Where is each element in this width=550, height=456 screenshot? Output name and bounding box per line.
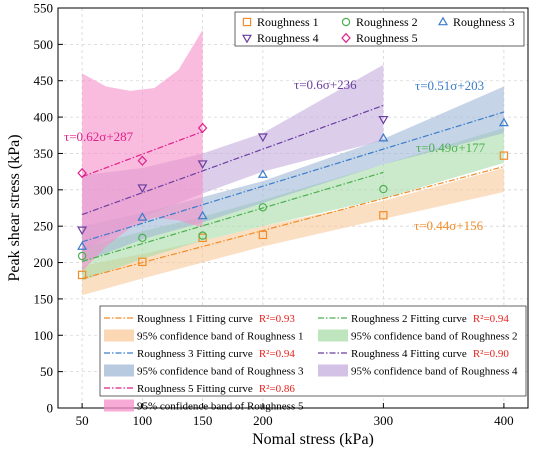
y-tick-label: 300 [34,182,54,197]
plot-frame [57,7,529,409]
legend-marker-roughness-2 [341,17,351,27]
data-point-roughness-1 [138,257,147,267]
legend-band-swatch-roughness-3 [104,364,134,377]
data-point-roughness-1 [77,270,87,280]
data-point-roughness-3 [498,117,509,127]
legend-band-swatch-roughness-1 [104,329,134,342]
data-point-roughness-1 [499,151,509,160]
y-tick-label: 550 [34,1,54,16]
legend-marker-roughness-4 [241,34,253,44]
data-point-roughness-3 [257,169,268,178]
x-tick-label: 150 [193,413,213,428]
legend-band-label-roughness-1: 95% confidence band of Roughness 1 [137,331,304,343]
y-tick-label: 250 [34,219,54,234]
data-point-roughness-3 [197,210,208,220]
legend-fit-label-roughness-2: Roughness 2 Fitting curve [351,313,467,325]
confidence-band-roughness-2 [82,128,504,281]
y-tick-label: 0 [47,401,54,416]
legend-band-label-roughness-2: 95% confidence band of Roughness 2 [351,331,518,343]
x-tick-label: 400 [494,413,514,428]
axes: 0 50 100 150 200 250 300 350 400 450 500 550 50 100 15… [34,1,529,428]
data-point-roughness-4 [257,133,268,143]
legend-marker-roughness-3 [437,16,449,26]
equation-roughness-4: τ=0.6σ+236 [294,77,357,92]
data-point-roughness-2 [258,203,268,212]
legend-fit-label-roughness-5: Roughness 5 Fitting curve [137,383,253,395]
legend-marker-roughness-1 [242,17,252,27]
data-point-roughness-4 [197,160,208,169]
legend-label-roughness-4: Roughness 4 [257,31,319,45]
data-point-roughness-4 [77,226,88,236]
legend-band-swatch-roughness-4 [318,364,348,377]
legend-band-label-roughness-4: 95% confidence band of Roughness 4 [351,366,518,378]
data-point-roughness-3 [77,241,88,250]
fitting-curve-roughness-2 [81,171,384,263]
legend-band-swatch-roughness-2 [318,329,348,342]
data-point-roughness-5 [197,122,208,134]
y-tick-label: 400 [34,110,54,125]
x-tick-label: 50 [76,413,89,428]
data-point-roughness-2 [138,233,147,243]
legend-fit-label-roughness-3: Roughness 3 Fitting curve [137,348,253,360]
data-point-roughness-1 [258,230,268,240]
x-tick-label: 300 [374,413,394,428]
data-point-roughness-4 [378,115,389,125]
legend-top: Roughness 1 Roughness 2 Roughness 3 Roughne… [234,11,525,47]
y-tick-label: 150 [34,291,54,306]
data-point-roughness-3 [137,212,148,221]
confidence-band-roughness-5 [82,29,203,272]
data-point-roughness-1 [198,233,207,243]
equation-roughness-2: τ=0.49σ+177 [416,140,486,155]
legend-marker-roughness-5 [341,32,351,44]
legend-band-swatch-roughness-5 [104,399,134,412]
legend-bottom: Roughness 1 Fitting curve R²=0.93 95% conf… [99,305,527,413]
x-axis-label: Nomal stress (kPa) [252,431,374,448]
y-tick-label: 50 [40,364,53,379]
data-point-roughness-3 [378,132,389,142]
y-tick-label: 100 [34,328,54,343]
equation-annotations: τ=0.44σ+156 τ=0.49σ+177 τ=0.51σ+203 τ=0.6σ+… [64,77,486,233]
legend-label-roughness-3: Roughness 3 [453,15,515,29]
data-point-roughness-5 [77,167,87,179]
x-tick-label: 200 [253,413,273,428]
confidence-band-roughness-1 [82,168,504,296]
data-point-roughness-1 [379,211,388,220]
y-tick-label: 350 [34,146,54,161]
y-tick-label: 500 [34,37,54,52]
legend-label-roughness-5: Roughness 5 [356,31,418,45]
legend-band-label-roughness-5: 95% confidence band of Roughness 5 [137,401,304,413]
fitting-curve-roughness-3 [81,111,505,243]
y-axis-label: Peak shear stress (kPa) [6,134,23,281]
data-point-roughness-2 [379,184,388,194]
legend-fit-label-roughness-4: Roughness 4 Fitting curve [351,348,467,360]
data-point-roughness-2 [198,231,207,240]
data-points [77,115,509,280]
fitting-curve-roughness-1 [81,165,505,280]
data-point-roughness-4 [137,184,148,193]
y-tick-label: 200 [34,255,54,270]
legend-bottom-box [99,305,527,397]
legend-r2-roughness-5: R²=0.86 [259,383,296,395]
legend-r2-roughness-2: R²=0.94 [473,313,510,325]
legend-r2-roughness-4: R²=0.90 [473,348,510,360]
legend-band-label-roughness-3: 95% confidence band of Roughness 3 [137,366,304,378]
fitting-curve-roughness-5 [81,131,203,178]
legend-label-roughness-1: Roughness 1 [257,15,319,29]
equation-roughness-3: τ=0.51σ+203 [415,78,484,93]
legend-r2-roughness-3: R²=0.94 [259,348,296,360]
legend-fit-label-roughness-1: Roughness 1 Fitting curve [137,313,253,325]
confidence-bands [82,29,504,296]
data-point-roughness-2 [77,251,87,261]
equation-roughness-5: τ=0.62σ+287 [64,129,134,144]
equation-roughness-1: τ=0.44σ+156 [414,218,484,233]
data-point-roughness-5 [137,155,148,166]
x-tick-label: 100 [133,413,153,428]
legend-top-box [234,11,525,47]
fitting-curve-roughness-4 [81,104,384,216]
fitting-curves [81,104,505,280]
legend-label-roughness-2: Roughness 2 [356,15,418,29]
y-tick-label: 450 [34,73,54,88]
legend-r2-roughness-1: R²=0.93 [259,313,296,325]
